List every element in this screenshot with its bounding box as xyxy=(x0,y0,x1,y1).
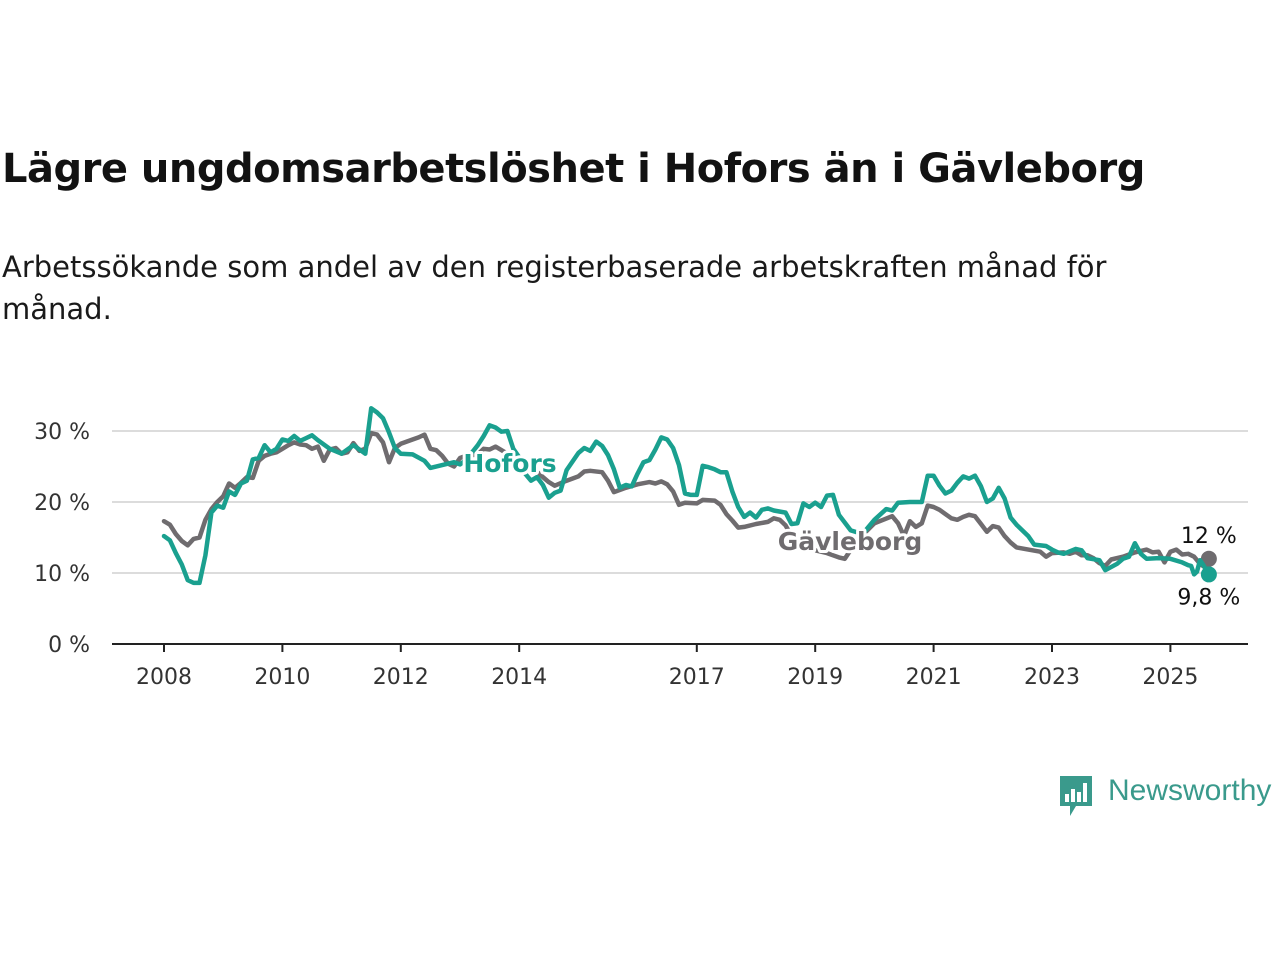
y-axis-tick-labels: 0 % 10 % 20 % 30 % xyxy=(34,420,90,658)
x-tick-label: 2012 xyxy=(373,665,429,690)
series-labels: Hofors Gävleborg 12 % 9,8 % xyxy=(460,446,1243,613)
end-value-label-hofors: 9,8 % xyxy=(1177,585,1240,610)
line-chart: 0 % 10 % 20 % 30 % 2008 2010 2012 2014 2017 2019… xyxy=(34,406,1248,690)
x-tick-label: 2019 xyxy=(787,665,843,690)
series-line-hofors xyxy=(161,406,1212,586)
y-tick-label: 30 % xyxy=(34,420,90,445)
end-point-gavleborg xyxy=(1200,550,1217,567)
y-tick-label: 0 % xyxy=(48,633,90,658)
brand-name: Newsworthy xyxy=(1108,774,1272,807)
x-tick-label: 2025 xyxy=(1142,665,1198,690)
chart-title: Lägre ungdomsarbetslöshet i Hofors än i … xyxy=(2,146,1145,192)
series-label-hofors: Hofors xyxy=(463,449,556,478)
series-lines xyxy=(161,406,1217,586)
x-tick-label: 2008 xyxy=(136,665,192,690)
end-value-label-gavleborg: 12 % xyxy=(1181,524,1237,549)
x-axis-ticks: 2008 2010 2012 2014 2017 2019 2021 2023 2025 xyxy=(136,644,1198,690)
newsworthy-logo: Newsworthy xyxy=(1058,772,1280,820)
x-tick-label: 2023 xyxy=(1024,665,1080,690)
end-point-hofors xyxy=(1200,566,1217,583)
x-tick-label: 2021 xyxy=(906,665,962,690)
chart-subtitle: Arbetssökande som andel av den registerb… xyxy=(2,250,1107,326)
series-line-gavleborg xyxy=(161,430,1212,571)
x-tick-label: 2014 xyxy=(491,665,547,690)
y-tick-label: 10 % xyxy=(34,562,90,587)
bar-chart-speech-icon xyxy=(1060,776,1092,816)
y-tick-label: 20 % xyxy=(34,491,90,516)
x-tick-label: 2010 xyxy=(254,665,310,690)
x-tick-label: 2017 xyxy=(669,665,725,690)
series-label-gavleborg: Gävleborg xyxy=(778,527,923,556)
